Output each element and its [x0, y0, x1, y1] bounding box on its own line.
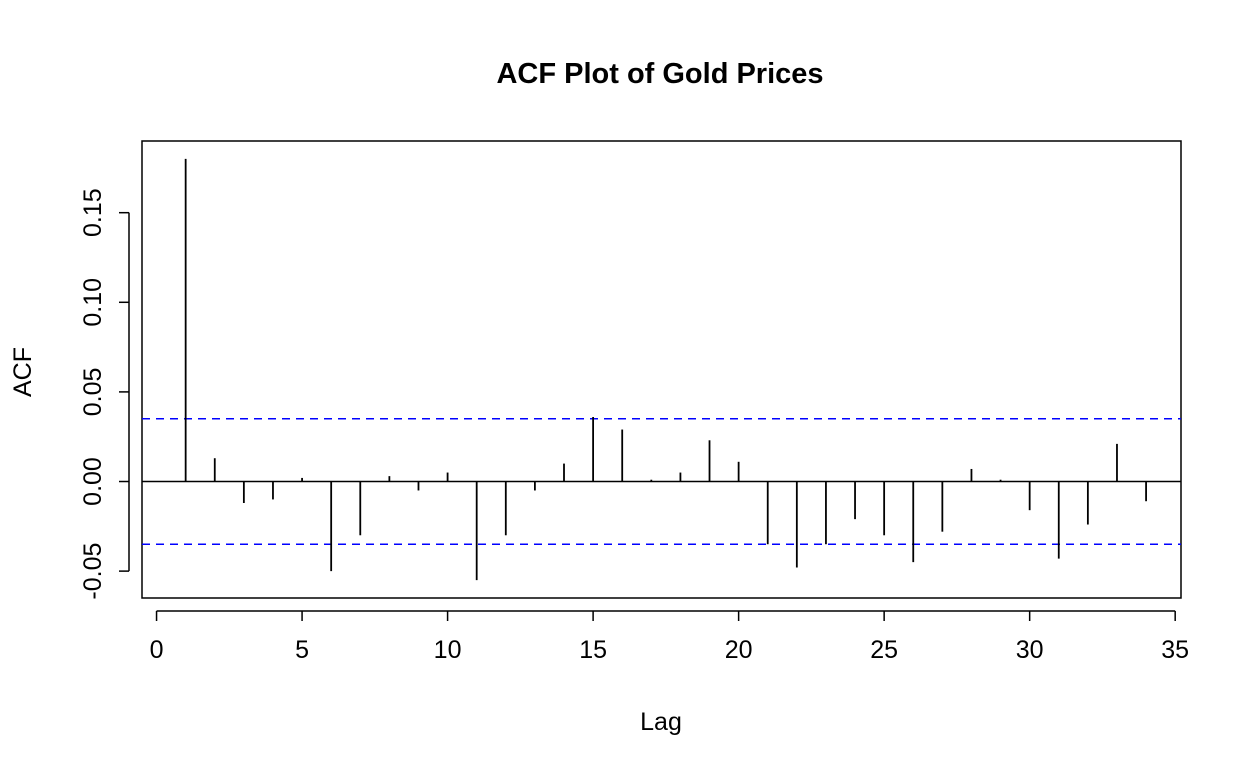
x-tick-label-35: 35 [1161, 636, 1189, 664]
x-tick-label-20: 20 [725, 636, 753, 664]
y-tick-label-1: 0.00 [79, 457, 107, 506]
x-tick-label-25: 25 [870, 636, 898, 664]
y-tick-label-0: -0.05 [79, 543, 107, 600]
chart-title: ACF Plot of Gold Prices [496, 58, 823, 90]
x-tick-label-0: 0 [150, 636, 164, 664]
y-tick-label-3: 0.10 [79, 278, 107, 327]
y-axis-label: ACF [9, 347, 37, 397]
x-axis: 0 5 10 15 20 25 30 35 [150, 610, 1189, 664]
x-tick-label-15: 15 [579, 636, 607, 664]
x-axis-label: Lag [640, 708, 682, 736]
x-tick-label-10: 10 [434, 636, 462, 664]
y-tick-label-2: 0.05 [79, 368, 107, 417]
y-axis: -0.05 0.00 0.05 0.10 0.15 [79, 188, 130, 600]
plot-frame [141, 140, 1182, 599]
y-tick-label-4: 0.15 [79, 188, 107, 237]
plot-layer [142, 158, 1181, 581]
x-tick-label-5: 5 [295, 636, 309, 664]
x-tick-label-30: 30 [1016, 636, 1044, 664]
